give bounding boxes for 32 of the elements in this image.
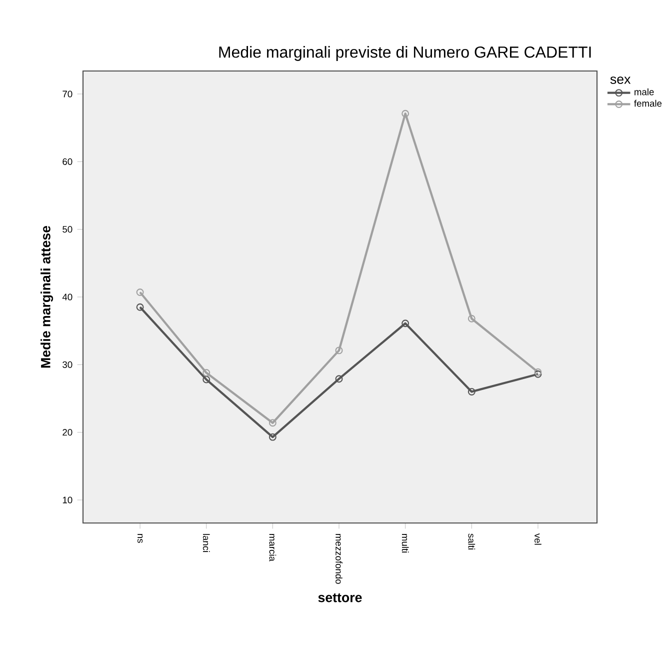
point [335,375,343,383]
y-tick-label: 10 [62,496,72,504]
x-tick-label: salti [468,534,476,550]
point [468,314,476,322]
chart-title: Medie marginali previste di Numero GARE CADETTI [219,46,591,61]
legend-label: female [634,100,662,107]
x-tick-label: ns [137,534,143,543]
point [335,346,343,354]
point [402,110,410,118]
point [136,288,144,296]
y-tick-label: 20 [62,429,72,436]
point [268,419,276,427]
legend-label: male [634,88,654,96]
x-tick-label: vel [534,533,542,545]
y-tick-label: 40 [62,294,72,300]
y-tick-label: 70 [62,90,72,98]
point [468,388,476,396]
x-tick-label: mezzofondo [336,534,342,584]
y-axis-title: Medie marginali attese [40,226,54,368]
x-tick-label: multi [402,534,409,552]
y-tick-label: 60 [62,158,72,165]
point [202,376,210,384]
point [202,369,210,377]
x-tick-label: marcia [269,534,276,562]
legend-title: sex [610,76,631,84]
x-tick-label: lanci [202,534,210,552]
point [402,320,410,328]
point [136,303,144,311]
y-tick-label: 30 [62,361,72,368]
x-axis-title: settore [318,593,362,602]
point [268,433,276,441]
y-tick-label: 50 [62,226,72,233]
